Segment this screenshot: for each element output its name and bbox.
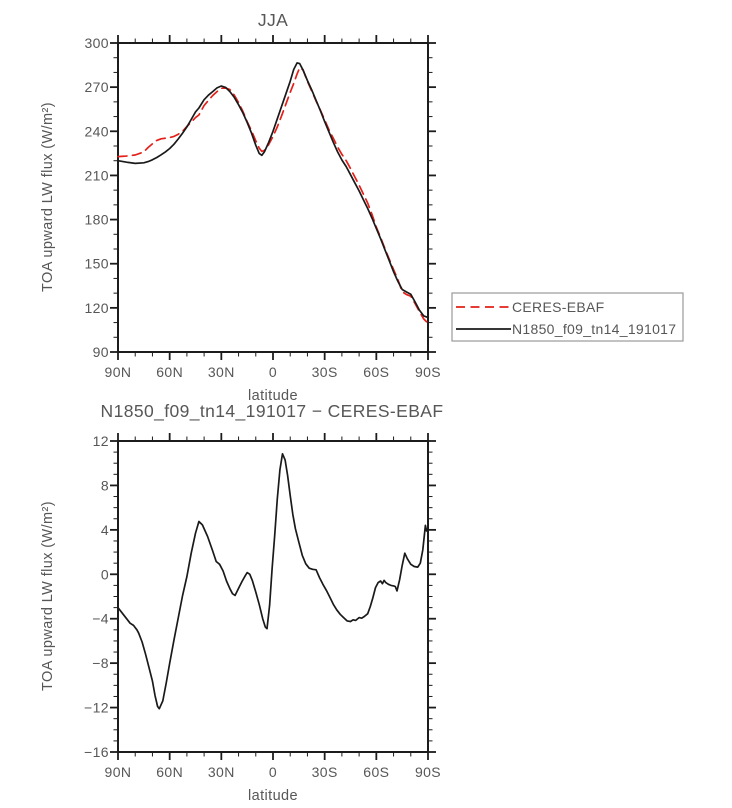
chart-difference-plot-area: 90N 60N 30N 0 30S 60S 90S −16 −12 −8 −4 0 4 8 12 [84, 433, 441, 780]
x-tick-label: 60S [363, 764, 389, 780]
plot-box [117, 42, 429, 353]
y-tick-label: 270 [84, 79, 109, 95]
y-tick-label: 8 [101, 477, 109, 493]
y-tick-label: −8 [92, 655, 109, 671]
y-tick-label: −16 [84, 744, 109, 760]
y-tick-label: 150 [84, 256, 109, 272]
chart-difference-title: N1850_f09_tn14_191017 − CERES-EBAF [101, 401, 444, 422]
legend-label-ceres: CERES-EBAF [512, 299, 604, 315]
y-tick-label: 4 [101, 522, 109, 538]
x-tick-label: 90N [105, 364, 132, 380]
y-tick-label: 90 [93, 344, 109, 360]
x-tick-label: 30N [208, 364, 235, 380]
y-tick-label: 240 [84, 123, 109, 139]
chart-jja-y-axis-title: TOA upward LW flux (W/m²) [40, 102, 56, 292]
plot-box [117, 440, 429, 753]
x-tick-label: 0 [269, 764, 277, 780]
x-tick-label: 60N [156, 764, 183, 780]
chart-jja: JJA TOA upward LW flux (W/m²) latitude 9… [40, 10, 684, 404]
y-tick-label: 210 [84, 167, 109, 183]
y-tick-label: 12 [93, 433, 109, 449]
y-tick-label: 120 [84, 300, 109, 316]
chart-jja-title: JJA [258, 10, 288, 30]
x-tick-label: 90N [105, 764, 132, 780]
series-curve-ceres-ebaf [117, 66, 429, 325]
series-curve-n1850-f09-tn14-191017 [117, 62, 429, 319]
x-tick-label: 90S [415, 364, 441, 380]
series-curve-n1850-f09-tn14-191017-minus-ceres-ebaf [117, 452, 429, 710]
x-tick-label: 30S [312, 764, 338, 780]
y-tick-label: 180 [84, 212, 109, 228]
y-tick-label: 0 [101, 566, 109, 582]
x-tick-label: 60S [363, 364, 389, 380]
chart-jja-plot-area: 90N 60N 30N 0 30S 60S 90S 90 120 150 180 210 240 270 3… [84, 35, 441, 380]
x-tick-label: 90S [415, 764, 441, 780]
chart-difference: N1850_f09_tn14_191017 − CERES-EBAF TOA u… [40, 401, 443, 804]
y-tick-label: 300 [84, 35, 109, 51]
chart-difference-y-axis-title: TOA upward LW flux (W/m²) [40, 501, 56, 691]
chart-jja-x-axis-title: latitude [248, 388, 298, 404]
y-tick-label: −4 [92, 611, 109, 627]
legend: CERES-EBAF N1850_f09_tn14_191017 [451, 292, 684, 342]
legend-label-model: N1850_f09_tn14_191017 [512, 321, 676, 337]
legend-box [451, 292, 684, 342]
x-tick-label: 0 [269, 364, 277, 380]
y-tick-label: −12 [84, 700, 109, 716]
x-tick-label: 30N [208, 764, 235, 780]
chart-difference-x-axis-title: latitude [248, 788, 298, 804]
x-tick-label: 60N [156, 364, 183, 380]
x-tick-label: 30S [312, 364, 338, 380]
